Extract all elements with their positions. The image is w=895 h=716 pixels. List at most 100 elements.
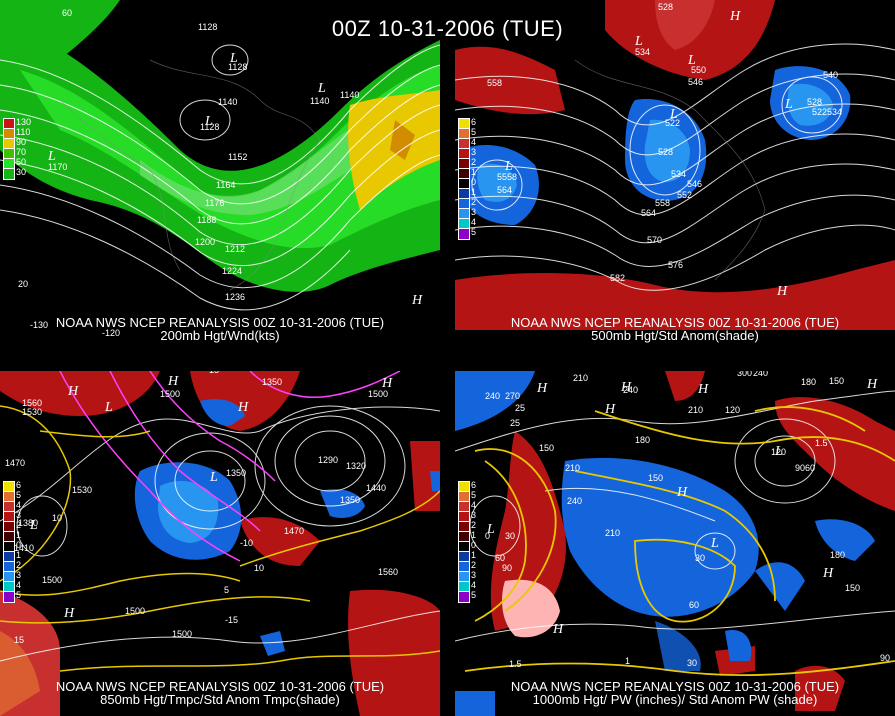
svg-text:528: 528 [658,2,673,12]
scale-label: 2 [471,560,477,570]
svg-text:H: H [604,402,616,417]
map-500mb: 528 534 540 546 552 558 564 570 576 582 … [455,0,895,345]
svg-text:1236: 1236 [225,292,245,302]
scale-swatch [3,591,15,603]
scale-label: 1 [16,550,22,560]
svg-text:528: 528 [807,97,822,107]
svg-text:H: H [381,376,393,391]
scale-label: 5 [471,127,477,137]
svg-text:240: 240 [485,391,500,401]
svg-text:1.5: 1.5 [509,659,522,669]
svg-text:60: 60 [62,8,72,18]
svg-text:210: 210 [605,528,620,538]
svg-text:L: L [634,34,643,49]
svg-text:522534: 522534 [812,107,842,117]
scale-label: 3 [471,510,477,520]
scale-label: 0 [471,540,477,550]
caption-line2: 200mb Hgt/Wnd(kts) [160,328,280,343]
svg-text:1128: 1128 [198,22,217,32]
scale-label: 5 [16,590,22,600]
svg-text:150: 150 [845,583,860,593]
caption-1000mb: NOAA NWS NCEP REANALYSIS 00Z 10-31-2006 … [455,680,895,706]
caption-line2: 850mb Hgt/Tmpc/Std Anom Tmpc(shade) [100,692,340,707]
scale-label: 3 [16,570,22,580]
svg-text:H: H [411,293,423,308]
svg-text:L: L [104,400,113,415]
svg-text:H: H [866,377,878,392]
svg-text:1140: 1140 [310,96,329,106]
svg-text:60: 60 [495,553,505,563]
scale-label: 4 [471,580,477,590]
scale-label: 1 [16,530,22,540]
svg-text:558: 558 [655,198,670,208]
svg-text:576: 576 [668,260,683,270]
scale-label: 50 [16,157,27,167]
svg-text:1290: 1290 [318,455,338,465]
svg-text:150: 150 [829,376,844,386]
caption-line1: NOAA NWS NCEP REANALYSIS 00Z 10-31-2006 … [55,679,385,694]
svg-text:1500: 1500 [368,389,388,399]
svg-text:552: 552 [677,190,692,200]
svg-text:1224: 1224 [222,266,242,276]
svg-text:1380: 1380 [18,518,38,528]
svg-text:582: 582 [610,273,625,283]
svg-text:10: 10 [254,563,264,573]
svg-text:564: 564 [641,208,656,218]
svg-text:1500: 1500 [42,575,62,585]
svg-text:L: L [209,470,218,485]
scale-label: 2 [471,520,477,530]
svg-text:30: 30 [505,531,515,541]
svg-text:1350: 1350 [340,495,360,505]
scale-label: 4 [471,137,477,147]
svg-text:1530: 1530 [72,485,92,495]
svg-text:1470: 1470 [284,526,304,536]
svg-text:1350: 1350 [226,468,246,478]
svg-text:180: 180 [801,377,816,387]
svg-text:H: H [237,400,249,415]
scale-label: 1 [471,530,477,540]
panel-500mb: 528 534 540 546 552 558 564 570 576 582 … [455,0,895,345]
svg-text:H: H [822,566,834,581]
scale-label: 5 [471,227,477,237]
svg-text:1152: 1152 [228,152,247,162]
svg-text:120: 120 [771,447,786,457]
map-title: 00Z 10-31-2006 (TUE) [331,16,564,41]
svg-text:240: 240 [753,371,768,378]
svg-text:15: 15 [14,635,24,645]
svg-text:-15: -15 [225,615,238,625]
svg-text:558: 558 [487,78,502,88]
scale-label: 1 [471,187,477,197]
map-200mb: 1128 1140 1152 1164 1176 1188 1200 1212 … [0,0,440,345]
scale-label: 4 [471,500,477,510]
scale-label: 6 [471,117,477,127]
svg-text:180: 180 [830,550,845,560]
scale-label: 90 [16,137,27,147]
panel-1000mb: 240 270 210 240 210 120 300 240 180 150 … [455,371,895,716]
scale-label: 30 [16,167,27,177]
svg-text:540: 540 [823,70,838,80]
svg-text:L: L [47,149,56,164]
svg-text:1140: 1140 [218,97,237,107]
svg-text:1350: 1350 [262,377,282,387]
svg-text:522: 522 [665,118,680,128]
caption-line1: NOAA NWS NCEP REANALYSIS 00Z 10-31-2006 … [510,315,840,330]
scale-label: 4 [16,580,22,590]
panel-200mb: 1128 1140 1152 1164 1176 1188 1200 1212 … [0,0,440,345]
scale-swatch [3,168,15,180]
scale-label: 2 [16,560,22,570]
svg-text:1212: 1212 [225,244,245,254]
scale-label: 6 [16,480,22,490]
scale-label: 3 [471,207,477,217]
svg-text:1410: 1410 [14,543,34,553]
svg-text:25: 25 [510,418,520,428]
scale-label: 110 [16,127,31,137]
svg-text:25: 25 [515,403,525,413]
svg-text:H: H [620,380,632,395]
svg-text:528: 528 [658,147,673,157]
svg-text:L: L [687,53,696,68]
scale-label: 2 [471,157,477,167]
svg-text:550: 550 [691,65,706,75]
svg-text:1470: 1470 [5,458,25,468]
scale-label: 1 [471,550,477,560]
svg-text:5558: 5558 [497,172,517,182]
